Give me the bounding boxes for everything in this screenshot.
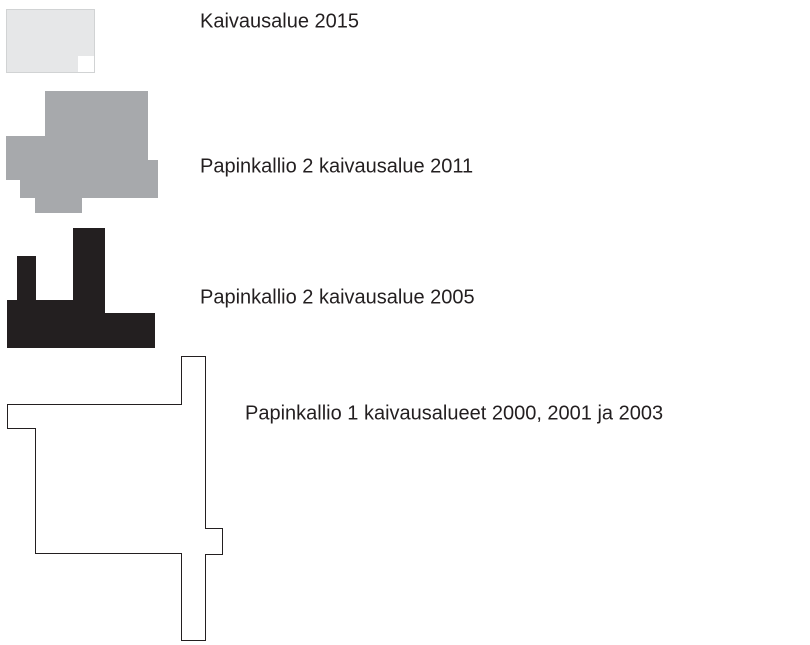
swatch-2000-2003 — [7, 356, 223, 641]
label: Papinkallio 2 kaivausalue 2005 — [200, 286, 475, 308]
legend-item: Kaivausalue 2015 — [6, 9, 359, 73]
swatch-notch — [78, 56, 94, 72]
legend-item: Papinkallio 2 kaivausalue 2011 — [6, 91, 473, 213]
legend-item: Papinkallio 2 kaivausalue 2005 — [7, 228, 475, 348]
legend-item: Papinkallio 1 kaivausalueet 2000, 2001 j… — [7, 356, 663, 641]
label: Papinkallio 1 kaivausalueet 2000, 2001 j… — [245, 402, 663, 424]
label: Papinkallio 2 kaivausalue 2011 — [200, 155, 473, 177]
swatch-2005 — [7, 228, 155, 348]
swatch-2011 — [6, 91, 158, 213]
label: Kaivausalue 2015 — [200, 10, 359, 32]
